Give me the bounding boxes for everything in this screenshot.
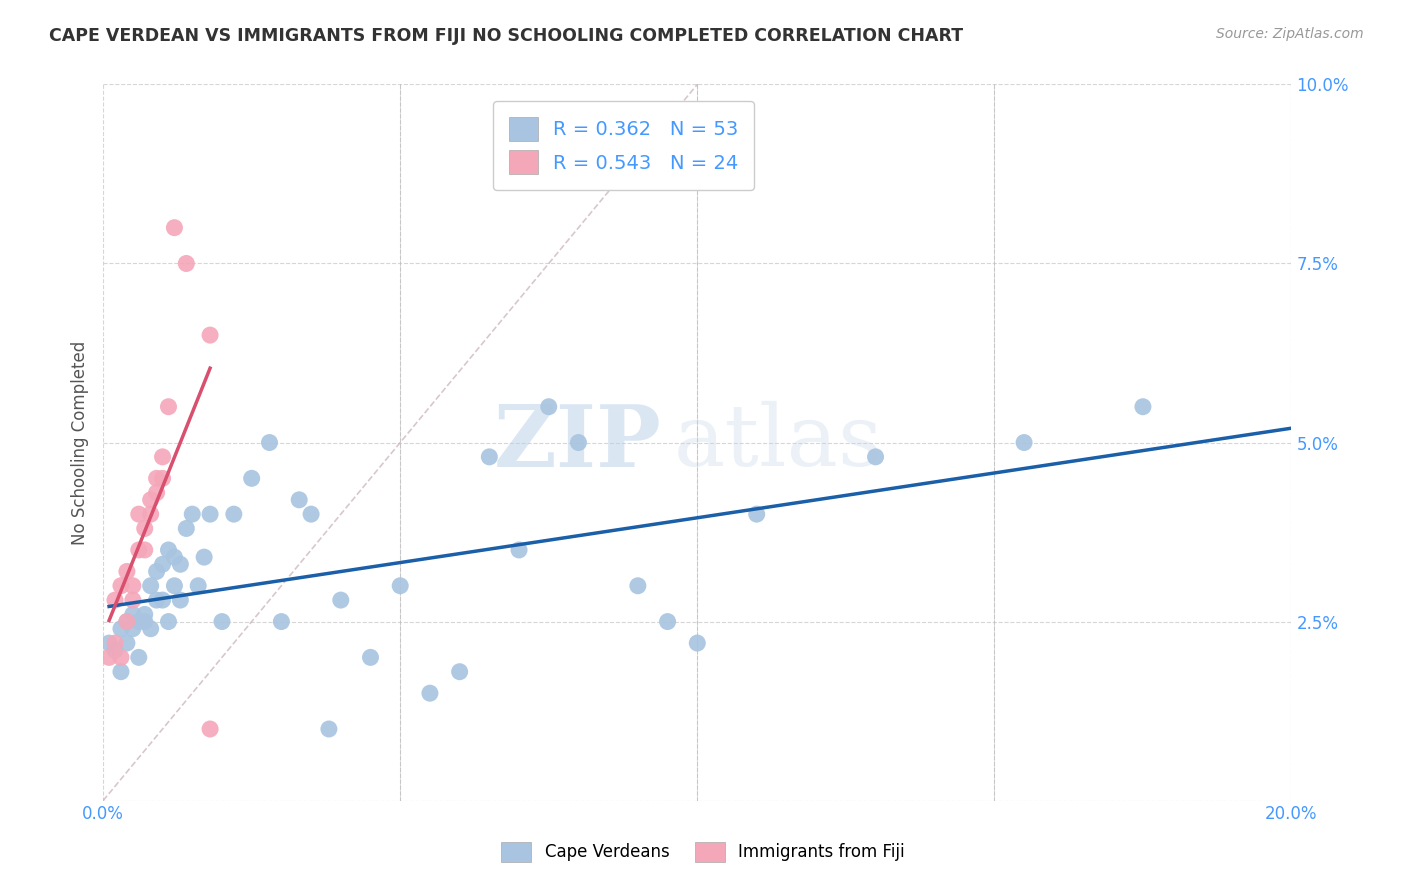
Point xyxy=(389,579,412,593)
Point xyxy=(145,593,167,607)
Point xyxy=(157,543,180,558)
Point xyxy=(169,593,191,607)
Legend: R = 0.362   N = 53, R = 0.543   N = 24: R = 0.362 N = 53, R = 0.543 N = 24 xyxy=(494,102,754,190)
Point xyxy=(128,507,150,521)
Point xyxy=(110,622,132,636)
Point xyxy=(152,450,174,464)
Y-axis label: No Schooling Completed: No Schooling Completed xyxy=(72,341,89,545)
Point xyxy=(508,543,530,558)
Point xyxy=(537,400,560,414)
Point xyxy=(1012,435,1035,450)
Point xyxy=(299,507,322,521)
Point xyxy=(121,579,143,593)
Point xyxy=(152,558,174,572)
Point xyxy=(329,593,352,607)
Point xyxy=(128,650,150,665)
Text: Source: ZipAtlas.com: Source: ZipAtlas.com xyxy=(1216,27,1364,41)
Point xyxy=(181,507,204,521)
Point xyxy=(193,550,215,565)
Point xyxy=(128,615,150,629)
Point xyxy=(134,521,156,535)
Point xyxy=(104,593,127,607)
Point xyxy=(169,558,191,572)
Point xyxy=(627,579,650,593)
Point xyxy=(176,256,198,270)
Point xyxy=(139,507,162,521)
Point xyxy=(657,615,679,629)
Point xyxy=(121,593,143,607)
Point xyxy=(259,435,281,450)
Point xyxy=(152,593,174,607)
Point xyxy=(865,450,887,464)
Point xyxy=(145,485,167,500)
Point xyxy=(240,471,263,485)
Point xyxy=(134,543,156,558)
Point xyxy=(145,471,167,485)
Point xyxy=(115,565,138,579)
Point xyxy=(152,471,174,485)
Point xyxy=(449,665,471,679)
Point xyxy=(270,615,292,629)
Point xyxy=(157,615,180,629)
Text: CAPE VERDEAN VS IMMIGRANTS FROM FIJI NO SCHOOLING COMPLETED CORRELATION CHART: CAPE VERDEAN VS IMMIGRANTS FROM FIJI NO … xyxy=(49,27,963,45)
Legend: Cape Verdeans, Immigrants from Fiji: Cape Verdeans, Immigrants from Fiji xyxy=(494,833,912,871)
Point xyxy=(115,615,138,629)
Point xyxy=(288,492,311,507)
Point xyxy=(163,550,186,565)
Text: atlas: atlas xyxy=(673,401,883,484)
Point xyxy=(110,665,132,679)
Point xyxy=(128,543,150,558)
Point xyxy=(222,507,245,521)
Point xyxy=(176,521,198,535)
Point xyxy=(198,722,221,736)
Point xyxy=(98,650,121,665)
Point xyxy=(104,636,127,650)
Point xyxy=(139,579,162,593)
Point xyxy=(478,450,501,464)
Point xyxy=(110,650,132,665)
Point xyxy=(187,579,209,593)
Point xyxy=(198,328,221,343)
Point xyxy=(567,435,589,450)
Point xyxy=(139,492,162,507)
Point xyxy=(198,507,221,521)
Point xyxy=(163,220,186,235)
Point xyxy=(98,636,121,650)
Text: ZIP: ZIP xyxy=(494,401,662,484)
Point xyxy=(134,607,156,622)
Point xyxy=(115,615,138,629)
Point xyxy=(115,636,138,650)
Point xyxy=(139,622,162,636)
Point xyxy=(157,400,180,414)
Point xyxy=(110,579,132,593)
Point xyxy=(745,507,768,521)
Point xyxy=(419,686,441,700)
Point xyxy=(163,579,186,593)
Point xyxy=(121,607,143,622)
Point xyxy=(686,636,709,650)
Point xyxy=(360,650,382,665)
Point xyxy=(121,622,143,636)
Point xyxy=(318,722,340,736)
Point xyxy=(211,615,233,629)
Point xyxy=(134,615,156,629)
Point xyxy=(145,565,167,579)
Point xyxy=(104,643,127,657)
Point xyxy=(1132,400,1154,414)
